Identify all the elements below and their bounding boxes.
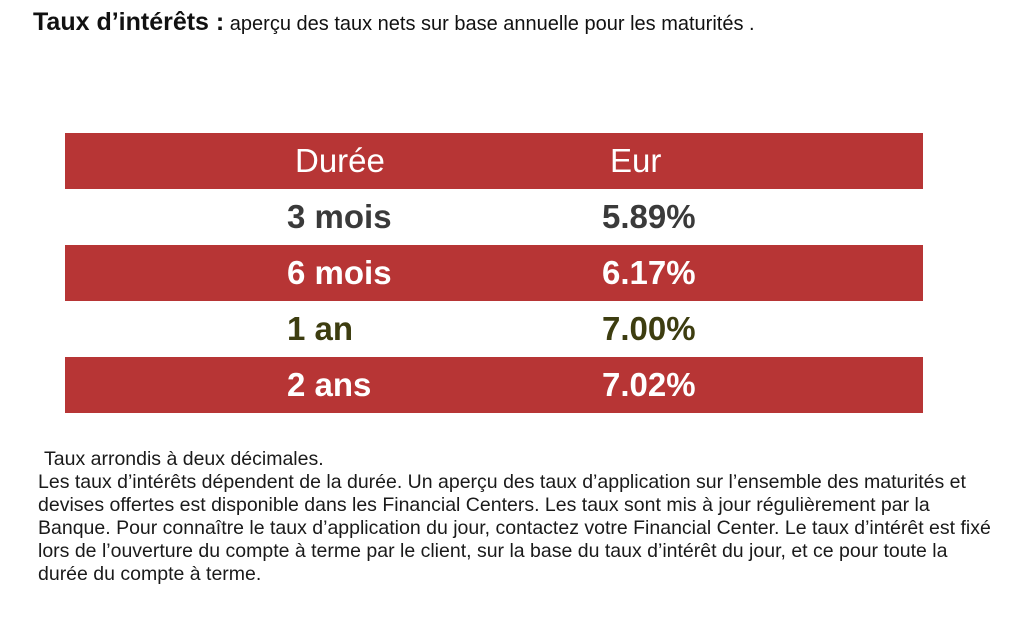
duree-cell: 6 mois (287, 254, 392, 291)
page-title: Taux d’intérêts : (33, 8, 225, 36)
table-row: 2 ans 7.02% (65, 357, 923, 413)
duree-cell: 2 ans (287, 366, 372, 403)
column-header-eur: Eur (610, 142, 662, 179)
table-header-row: Durée Eur (65, 133, 923, 189)
page-heading: Taux d’intérêts : aperçu des taux nets s… (33, 8, 755, 37)
rate-cell: 7.02% (602, 366, 696, 403)
notes-section: Taux arrondis à deux décimales. Les taux… (38, 448, 998, 586)
column-header-duree: Durée (295, 142, 385, 179)
duree-cell: 1 an (287, 310, 354, 347)
rate-cell: 6.17% (602, 254, 696, 291)
disclaimer-text: Les taux d’intérêts dépendent de la duré… (38, 471, 991, 585)
rate-cell: 5.89% (602, 198, 696, 235)
table-row: 1 an 7.00% (65, 301, 923, 357)
rates-table: Durée Eur 3 mois 5.89% 6 mois 6.17% 1 an… (65, 133, 923, 413)
rounding-note: Taux arrondis à deux décimales. (44, 448, 324, 470)
table-row: 6 mois 6.17% (65, 245, 923, 301)
rate-cell: 7.00% (602, 310, 696, 347)
table-row: 3 mois 5.89% (65, 189, 923, 245)
duree-cell: 3 mois (287, 198, 392, 235)
page-subtitle: aperçu des taux nets sur base annuelle p… (224, 13, 755, 35)
